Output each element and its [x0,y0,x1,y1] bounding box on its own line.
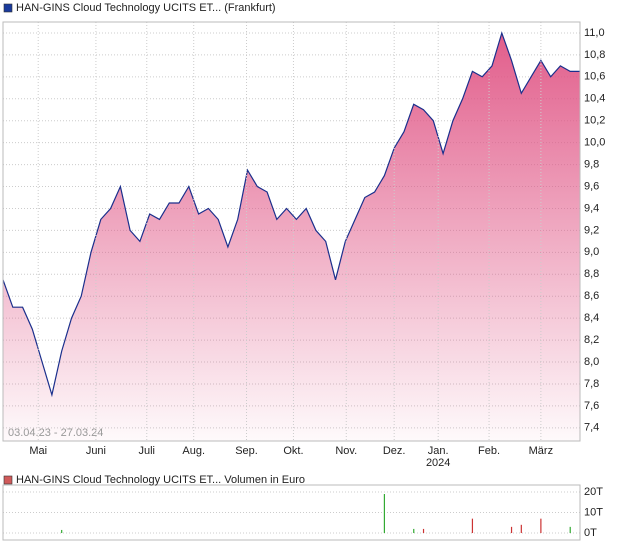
volume-bar [422,528,425,534]
y-tick-label: 9,2 [584,224,599,236]
y-tick-label: 9,6 [584,180,599,192]
legend-swatch [3,475,13,485]
x-tick-label: Aug. [182,445,205,457]
x-tick-label: Sep. [235,445,258,457]
legend-swatch [3,3,13,13]
y-tick-label: 9,0 [584,246,599,258]
x-tick-label: März [529,445,553,457]
plot-frame [2,484,581,541]
volume-bar [510,526,513,534]
volume-bar [383,494,386,534]
volume-bar [540,518,542,534]
year-label: 2024 [426,457,450,469]
y-tick-label: 10,2 [584,115,605,127]
legend-label: HAN-GINS Cloud Technology UCITS ET... Vo… [16,474,305,486]
y-tick-label: 8,4 [584,312,599,324]
y-tick-label: 20T [584,486,603,498]
y-tick-label: 10,4 [584,93,605,105]
legend-label: HAN-GINS Cloud Technology UCITS ET... (F… [16,2,276,14]
volume-bar [413,528,415,534]
y-tick-label: 10,0 [584,137,605,149]
x-tick-label: Nov. [335,445,357,457]
x-tick-label: Mai [29,445,47,457]
volume-bar [471,518,474,534]
y-tick-label: 7,4 [584,422,599,434]
x-tick-label: Feb. [478,445,500,457]
area-fill [3,33,580,441]
y-tick-label: 8,2 [584,334,599,346]
y-tick-label: 9,8 [584,158,599,170]
x-tick-label: Dez. [383,445,406,457]
plot-frame [2,21,581,442]
y-tick-label: 10,8 [584,49,605,61]
y-tick-label: 11,0 [584,27,605,39]
volume-bar [520,524,522,534]
y-tick-label: 10,6 [584,71,605,83]
y-tick-label: 8,0 [584,356,599,368]
y-tick-label: 0T [584,527,597,539]
y-tick-label: 8,8 [584,268,599,280]
volume-bar [569,526,571,534]
y-tick-label: 7,8 [584,378,599,390]
price-line [2,31,580,398]
y-tick-label: 9,4 [584,202,599,214]
date-range: 03.04.23 - 27.03.24 [8,427,103,439]
x-tick-label: Juni [86,445,106,457]
y-tick-label: 10T [584,506,603,518]
volume-bar [61,529,63,534]
x-tick-label: Okt. [283,445,303,457]
y-tick-label: 7,6 [584,400,599,412]
y-tick-label: 8,6 [584,290,599,302]
x-tick-label: Juli [139,445,156,457]
x-tick-label: Jan. [428,445,449,457]
